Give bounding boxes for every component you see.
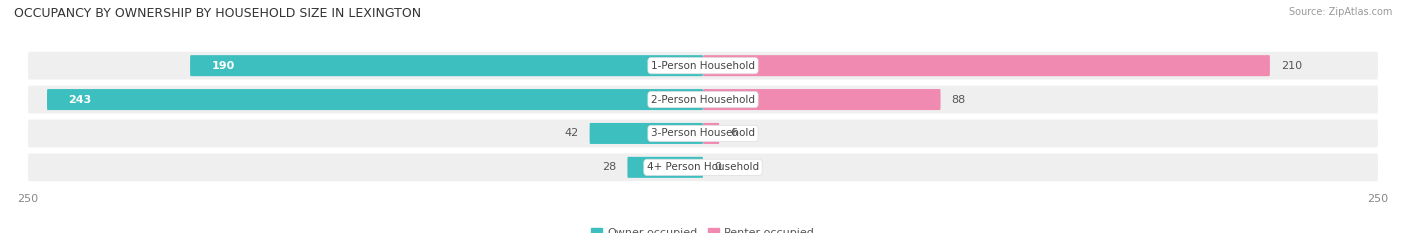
Text: 28: 28 [602,162,617,172]
FancyBboxPatch shape [589,123,703,144]
Text: OCCUPANCY BY OWNERSHIP BY HOUSEHOLD SIZE IN LEXINGTON: OCCUPANCY BY OWNERSHIP BY HOUSEHOLD SIZE… [14,7,422,20]
FancyBboxPatch shape [28,120,1378,147]
FancyBboxPatch shape [703,123,720,144]
Text: 0: 0 [714,162,721,172]
Text: 3-Person Household: 3-Person Household [651,128,755,138]
Text: Source: ZipAtlas.com: Source: ZipAtlas.com [1288,7,1392,17]
FancyBboxPatch shape [703,89,941,110]
Text: 210: 210 [1281,61,1302,71]
FancyBboxPatch shape [28,52,1378,79]
FancyBboxPatch shape [190,55,703,76]
Text: 88: 88 [952,95,966,105]
FancyBboxPatch shape [46,89,703,110]
FancyBboxPatch shape [627,157,703,178]
Legend: Owner-occupied, Renter-occupied: Owner-occupied, Renter-occupied [586,223,820,233]
Text: 4+ Person Household: 4+ Person Household [647,162,759,172]
Text: 1-Person Household: 1-Person Household [651,61,755,71]
Text: 6: 6 [730,128,737,138]
Text: 190: 190 [212,61,235,71]
FancyBboxPatch shape [28,86,1378,113]
Text: 42: 42 [565,128,579,138]
FancyBboxPatch shape [703,55,1270,76]
Text: 2-Person Household: 2-Person Household [651,95,755,105]
FancyBboxPatch shape [28,154,1378,181]
Text: 243: 243 [69,95,91,105]
